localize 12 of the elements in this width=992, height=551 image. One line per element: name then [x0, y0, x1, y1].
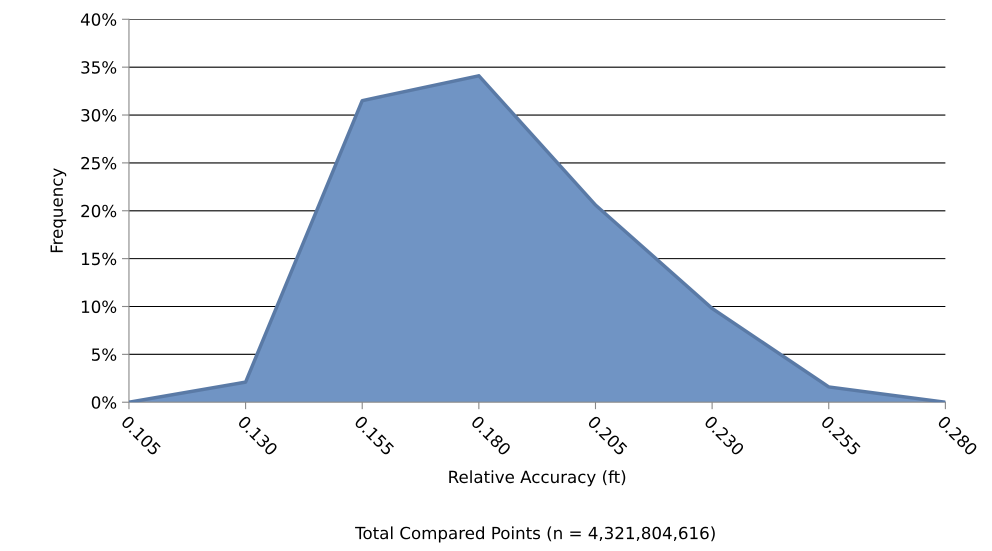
- y-tick-label: 5%: [92, 348, 116, 361]
- y-tick-label: 40%: [80, 13, 116, 26]
- y-tick-label: 25%: [81, 156, 116, 170]
- y-tick-label: 10%: [82, 300, 116, 314]
- y-tick-label: 0%: [92, 396, 116, 409]
- x-axis-title: Relative Accuracy (ft): [449, 470, 626, 486]
- y-tick-label: 30%: [81, 108, 116, 122]
- y-tick-label: 15%: [82, 252, 116, 266]
- y-tick-label: 20%: [81, 204, 116, 218]
- y-axis-title: Frequency: [50, 168, 66, 252]
- y-tick-label: 35%: [81, 61, 116, 74]
- text: Total Compared Points (n = 4,321,804,616): [355, 526, 715, 543]
